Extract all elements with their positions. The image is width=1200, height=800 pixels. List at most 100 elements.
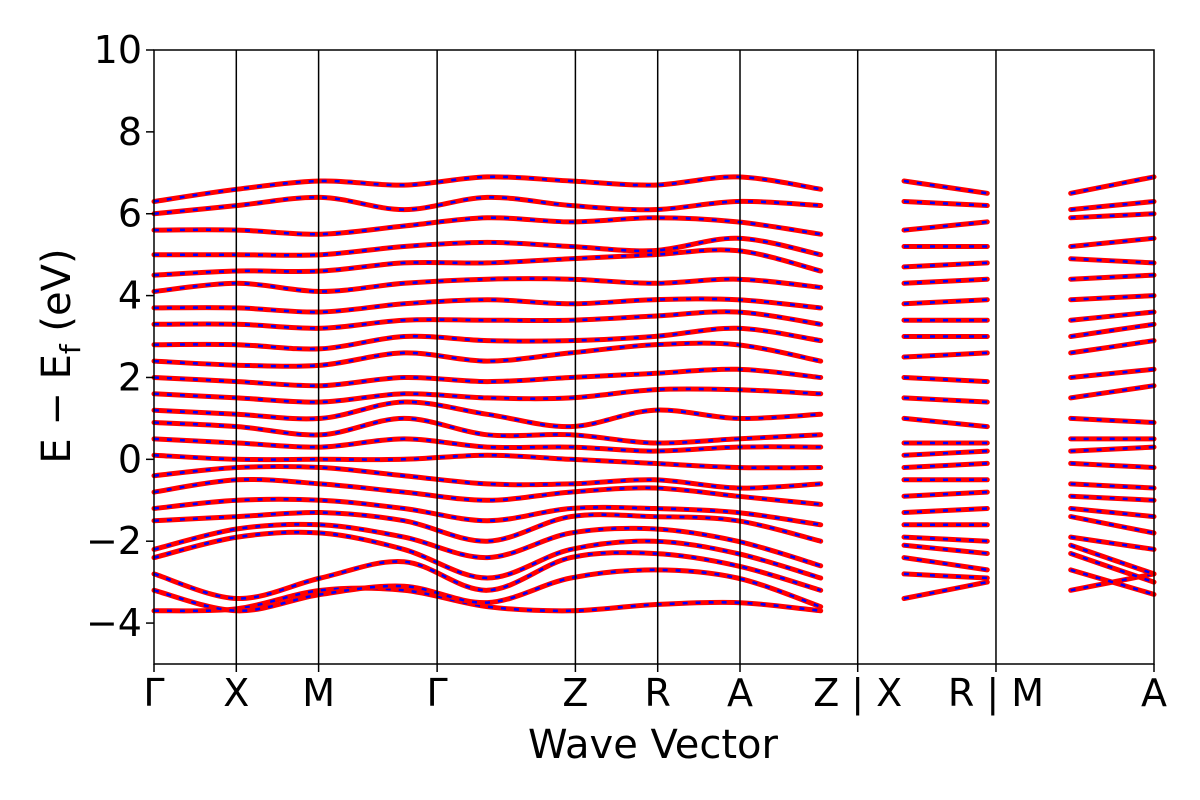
band-line-blue (903, 179, 988, 195)
y-axis-title-subscript: f (54, 343, 87, 354)
band-line-red (151, 309, 824, 331)
band-line-blue (1070, 552, 1155, 584)
band-line-blue (153, 175, 821, 203)
bands-layer (151, 174, 1157, 614)
band-line-blue (153, 530, 822, 580)
x-tick-label: Z | X (813, 671, 902, 716)
band-line-blue (903, 351, 988, 359)
band-line-blue (903, 417, 988, 428)
band-line-blue (1070, 368, 1155, 379)
band-line-blue (153, 437, 821, 453)
band-line-blue (153, 400, 821, 428)
y-tick-label: 2 (118, 355, 142, 399)
band-line-blue (153, 465, 821, 490)
band-line-blue (1070, 535, 1155, 551)
y-tick-label: 6 (118, 192, 142, 236)
x-tick-label: Γ (143, 671, 164, 715)
band-line-blue (1070, 384, 1155, 400)
band-line-red (151, 399, 824, 430)
band-line-blue (1070, 237, 1155, 248)
band-line-red (151, 386, 824, 405)
band-line-red (151, 550, 824, 602)
x-tick-label: X (223, 671, 249, 715)
band-line-blue (903, 580, 988, 600)
x-tick-label: A (1141, 671, 1167, 715)
x-tick-label: Z (562, 671, 588, 715)
x-axis-title: Wave Vector (528, 722, 779, 768)
band-line-blue (1070, 515, 1155, 535)
band-line-blue (153, 586, 821, 613)
band-line-blue (903, 298, 988, 306)
band-line-blue (153, 196, 821, 215)
band-line-blue (153, 568, 822, 613)
x-tick-label: R (645, 671, 671, 715)
band-line-blue (153, 367, 821, 388)
band-line-blue (1070, 462, 1155, 469)
kpath-lines (235, 50, 997, 664)
y-tick-label: −4 (86, 601, 142, 645)
band-line-blue (903, 220, 988, 232)
band-line-blue (154, 237, 821, 257)
band-line-blue (903, 261, 988, 269)
band-line-blue (1070, 212, 1155, 220)
band-line-blue (903, 449, 988, 457)
x-tick-label: R | M (948, 671, 1044, 716)
y-tick-label: 8 (118, 110, 142, 154)
y-axis-title-unit: (eV) (34, 248, 80, 344)
band-line-blue (153, 216, 821, 236)
band-line-blue (1070, 544, 1155, 576)
band-line-blue (903, 376, 988, 383)
band-line-blue (153, 453, 821, 470)
band-line-blue (903, 507, 988, 514)
band-line-red (151, 194, 824, 217)
band-line-blue (1070, 273, 1155, 281)
band-line-blue (903, 490, 988, 498)
band-line-blue (153, 523, 822, 567)
band-line-blue (1070, 175, 1155, 195)
band-line-blue (1070, 507, 1155, 518)
y-tick-label: 0 (118, 437, 142, 481)
band-line-red (151, 215, 824, 237)
band-line-red (151, 521, 824, 569)
band-line-blue (1070, 445, 1155, 453)
band-line-blue (903, 277, 988, 285)
band-line-blue (903, 535, 988, 543)
band-line-red (151, 415, 824, 446)
band-line-blue (1070, 323, 1155, 338)
band-line-blue (153, 277, 821, 293)
band-line-blue (153, 511, 821, 543)
band-line-red (151, 235, 824, 258)
band-line-blue (903, 200, 988, 207)
band-line-blue (153, 310, 821, 330)
x-tick-label: Γ (427, 671, 448, 715)
band-line-blue (1070, 494, 1155, 502)
y-axis-title: E − Ef (eV) (34, 248, 87, 463)
band-line-blue (153, 327, 821, 351)
band-line-blue (1070, 310, 1155, 322)
band-line-blue (903, 396, 988, 404)
y-tick-label: −2 (86, 519, 142, 563)
band-line-blue (903, 556, 988, 572)
x-axis-ticks: Γ X M Γ Z R A Z | X R | M A (143, 664, 1167, 716)
band-line-red (151, 366, 824, 389)
x-tick-label: M (302, 671, 335, 715)
plot-frame (153, 49, 1155, 665)
x-tick-label: A (727, 671, 753, 715)
band-line-blue (153, 417, 821, 445)
y-tick-label: 4 (118, 274, 142, 318)
band-line-blue (153, 248, 821, 277)
band-line-blue (1070, 339, 1155, 355)
band-line-blue (153, 498, 821, 527)
band-line-blue (903, 572, 988, 580)
band-line-blue (153, 297, 821, 314)
band-line-blue (1070, 294, 1155, 301)
band-line-blue (153, 478, 821, 506)
band-line-blue (153, 387, 821, 404)
y-axis-title-main: E − E (34, 354, 80, 464)
band-line-red (151, 276, 824, 295)
band-line-blue (1070, 568, 1155, 596)
band-line-blue (903, 462, 988, 469)
band-line-blue (1070, 200, 1155, 211)
band-line-blue (1070, 257, 1155, 265)
y-tick-label: 10 (94, 28, 142, 72)
